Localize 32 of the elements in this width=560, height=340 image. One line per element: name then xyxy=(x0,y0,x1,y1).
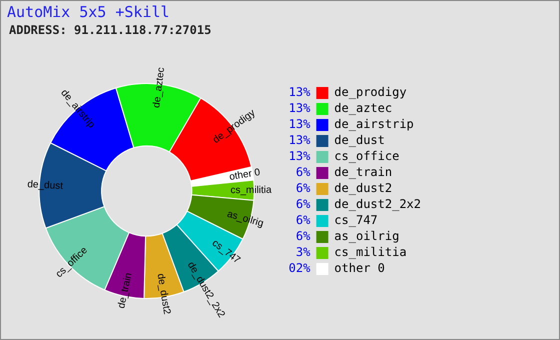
chart-subtitle: ADDRESS: 91.211.118.77:27015 xyxy=(9,23,212,37)
data-label: 13% xyxy=(288,85,312,100)
data-label: 6% xyxy=(296,165,312,180)
legend-label: as_oilrig xyxy=(334,229,400,244)
legend-label: cs_militia xyxy=(334,245,407,260)
legend-label: de_dust xyxy=(334,133,385,148)
data-label: 13% xyxy=(288,149,312,164)
data-label: 6% xyxy=(296,229,312,244)
data-label: 02% xyxy=(288,261,312,276)
slice-label: de_aztec xyxy=(151,66,168,108)
data-label: 6% xyxy=(296,181,312,196)
legend-label: de_dust2 xyxy=(334,181,392,196)
data-label: 6% xyxy=(296,197,312,212)
slice-label: de_dust xyxy=(27,179,64,192)
slice-label: as_oilrig xyxy=(226,208,265,230)
legend-label: cs_office xyxy=(334,149,400,164)
chart-title: AutoMix 5x5 +Skill xyxy=(7,3,170,21)
slice-label: de_train xyxy=(116,272,135,310)
slice-label: other 0 xyxy=(228,166,262,183)
data-label: 6% xyxy=(296,213,312,228)
legend-label: de_prodigy xyxy=(334,85,407,100)
legend-label: de_airstrip xyxy=(334,117,414,132)
legend-label: other 0 xyxy=(334,261,385,276)
slice-label: de_dust2 xyxy=(154,272,172,316)
data-label: 13% xyxy=(288,117,312,132)
legend-label: de_train xyxy=(334,165,392,180)
data-label: 3% xyxy=(296,245,312,260)
legend-label: de_dust2_2x2 xyxy=(334,197,422,212)
legend-label: de_aztec xyxy=(334,101,392,116)
data-label: 13% xyxy=(288,101,312,116)
legend-label: cs_747 xyxy=(334,213,378,228)
data-label: 13% xyxy=(288,133,312,148)
